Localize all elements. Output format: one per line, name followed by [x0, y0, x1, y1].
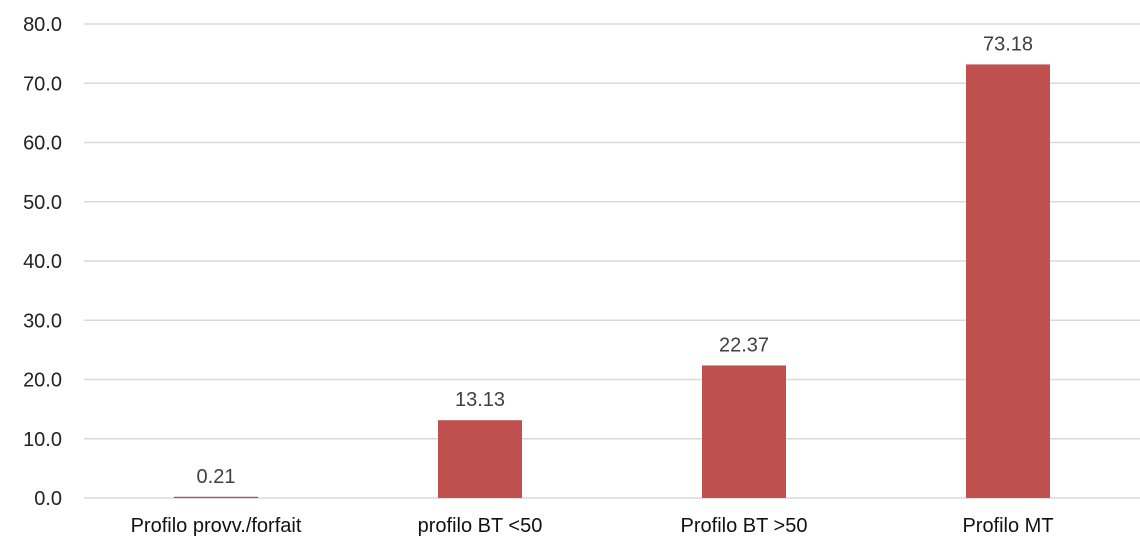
y-tick-label: 70.0 [23, 73, 62, 95]
bar-2 [702, 365, 786, 498]
y-tick-label: 0.0 [34, 488, 62, 510]
data-label-0: 0.21 [197, 466, 236, 488]
bar-0 [174, 496, 258, 498]
x-axis-category-labels: Profilo provv./forfait profilo BT <50 Prof… [131, 515, 1054, 537]
y-tick-label: 20.0 [23, 370, 62, 392]
y-tick-label: 10.0 [23, 429, 62, 451]
y-axis-tick-labels: 0.0 10.0 20.0 30.0 40.0 50.0 60.0 70.0 80.0 [23, 14, 62, 510]
category-label-3: Profilo MT [962, 515, 1053, 537]
y-tick-label: 80.0 [23, 14, 62, 36]
data-label-3: 73.18 [983, 33, 1033, 55]
data-labels: 0.21 13.13 22.37 73.18 [197, 33, 1034, 487]
y-tick-label: 50.0 [23, 192, 62, 214]
y-tick-label: 40.0 [23, 251, 62, 273]
bar-3 [966, 64, 1050, 498]
category-label-1: profilo BT <50 [418, 515, 543, 537]
bars [174, 64, 1050, 498]
data-label-2: 22.37 [719, 334, 769, 356]
category-label-0: Profilo provv./forfait [131, 515, 302, 537]
y-tick-label: 30.0 [23, 310, 62, 332]
bar-1 [438, 420, 522, 498]
data-label-1: 13.13 [455, 389, 505, 411]
y-tick-label: 60.0 [23, 133, 62, 155]
category-label-2: Profilo BT >50 [681, 515, 808, 537]
gridlines [84, 23, 1140, 499]
